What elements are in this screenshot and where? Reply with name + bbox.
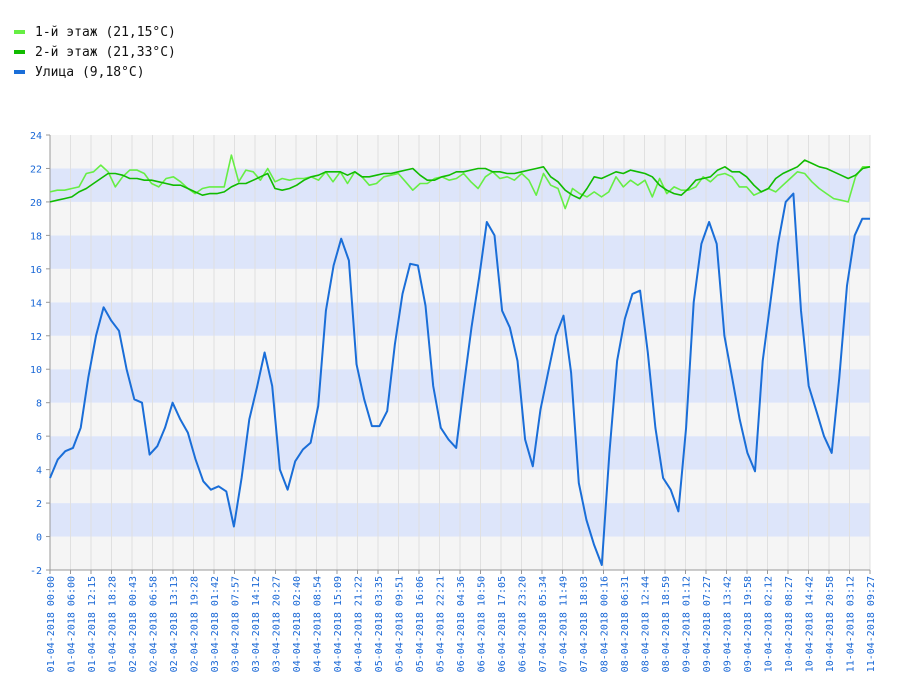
x-tick-label: 06-04-2018 23:20 <box>518 576 529 672</box>
x-tick-label: 03-04-2018 20:27 <box>272 576 283 672</box>
x-tick-label: 01-04-2018 00:00 <box>46 576 57 672</box>
x-tick-label: 01-04-2018 06:00 <box>67 576 78 672</box>
y-tick-label: 4 <box>36 466 42 477</box>
x-tick-label: 04-04-2018 02:40 <box>292 576 303 672</box>
x-tick-label: 06-04-2018 04:36 <box>456 576 467 672</box>
x-tick-label: 08-04-2018 06:31 <box>620 576 631 672</box>
x-tick-label: 08-04-2018 12:44 <box>641 576 652 672</box>
x-tick-label: 07-04-2018 18:03 <box>579 576 590 672</box>
x-tick-label: 08-04-2018 18:59 <box>661 576 672 672</box>
x-tick-label: 07-04-2018 05:34 <box>538 576 549 672</box>
y-tick-label: 18 <box>30 231 42 242</box>
x-tick-label: 02-04-2018 19:28 <box>190 576 201 672</box>
legend-swatch-floor2 <box>14 50 25 54</box>
y-tick-label: -2 <box>30 566 42 577</box>
y-tick-label: 16 <box>30 265 42 276</box>
legend-item-floor2: 2-й этаж (21,33°C) <box>14 42 176 62</box>
x-tick-label: 02-04-2018 13:13 <box>169 576 180 672</box>
y-tick-label: 14 <box>30 298 42 309</box>
x-tick-label: 03-04-2018 14:12 <box>251 576 262 672</box>
y-tick-label: 8 <box>36 399 42 410</box>
x-tick-label: 09-04-2018 01:12 <box>682 576 693 672</box>
x-tick-label: 11-04-2018 09:27 <box>866 576 877 672</box>
x-tick-label: 08-04-2018 00:16 <box>600 576 611 672</box>
x-tick-label: 04-04-2018 15:09 <box>333 576 344 672</box>
y-tick-label: 2 <box>36 499 42 510</box>
y-tick-label: 10 <box>30 365 42 376</box>
x-tick-label: 04-04-2018 08:54 <box>313 576 324 672</box>
x-tick-label: 02-04-2018 00:43 <box>128 576 139 672</box>
legend-label-floor1: 1-й этаж (21,15°C) <box>35 24 176 40</box>
x-tick-label: 01-04-2018 18:28 <box>108 576 119 672</box>
legend-label-floor2: 2-й этаж (21,33°C) <box>35 44 176 60</box>
x-tick-label: 10-04-2018 20:58 <box>825 576 836 672</box>
y-tick-label: 0 <box>36 533 42 544</box>
legend: 1-й этаж (21,15°C) 2-й этаж (21,33°C) Ул… <box>14 22 176 82</box>
y-tick-label: 6 <box>36 432 42 443</box>
x-tick-label: 04-04-2018 21:22 <box>354 576 365 672</box>
x-tick-label: 10-04-2018 14:42 <box>805 576 816 672</box>
legend-swatch-street <box>14 70 25 74</box>
x-tick-label: 11-04-2018 03:12 <box>846 576 857 672</box>
x-tick-label: 05-04-2018 03:35 <box>374 576 385 672</box>
x-tick-label: 02-04-2018 06:58 <box>149 576 160 672</box>
series-line-1 <box>49 159 871 203</box>
x-tick-label: 05-04-2018 22:21 <box>436 576 447 672</box>
y-tick-label: 12 <box>30 332 42 343</box>
vertical-grid <box>49 135 871 574</box>
x-tick-label: 09-04-2018 19:58 <box>743 576 754 672</box>
x-tick-label: 01-04-2018 12:15 <box>87 576 98 672</box>
x-tick-label: 03-04-2018 01:42 <box>210 576 221 672</box>
legend-label-street: Улица (9,18°C) <box>35 64 145 80</box>
x-tick-label: 07-04-2018 11:49 <box>559 576 570 672</box>
x-tick-label: 09-04-2018 13:42 <box>723 576 734 672</box>
x-tick-label: 06-04-2018 10:50 <box>477 576 488 672</box>
legend-item-street: Улица (9,18°C) <box>14 62 176 82</box>
y-tick-label: 22 <box>30 164 42 175</box>
series-lines <box>49 154 871 566</box>
y-tick-label: 24 <box>30 131 42 142</box>
x-tick-label: 10-04-2018 02:12 <box>764 576 775 672</box>
legend-swatch-floor1 <box>14 30 25 34</box>
axes <box>49 135 870 571</box>
series-line-2 <box>49 192 870 566</box>
y-tick-label: 20 <box>30 198 42 209</box>
x-tick-label: 09-04-2018 07:27 <box>702 576 713 672</box>
x-tick-labels: 01-04-2018 00:00 01-04-2018 06:00 01-04-20… <box>46 576 877 672</box>
x-tick-label: 06-04-2018 17:05 <box>497 576 508 672</box>
x-tick-label: 10-04-2018 08:27 <box>784 576 795 672</box>
x-tick-label: 05-04-2018 16:06 <box>415 576 426 672</box>
x-tick-label: 05-04-2018 09:51 <box>395 576 406 672</box>
legend-item-floor1: 1-й этаж (21,15°C) <box>14 22 176 42</box>
x-tick-label: 03-04-2018 07:57 <box>231 576 242 672</box>
